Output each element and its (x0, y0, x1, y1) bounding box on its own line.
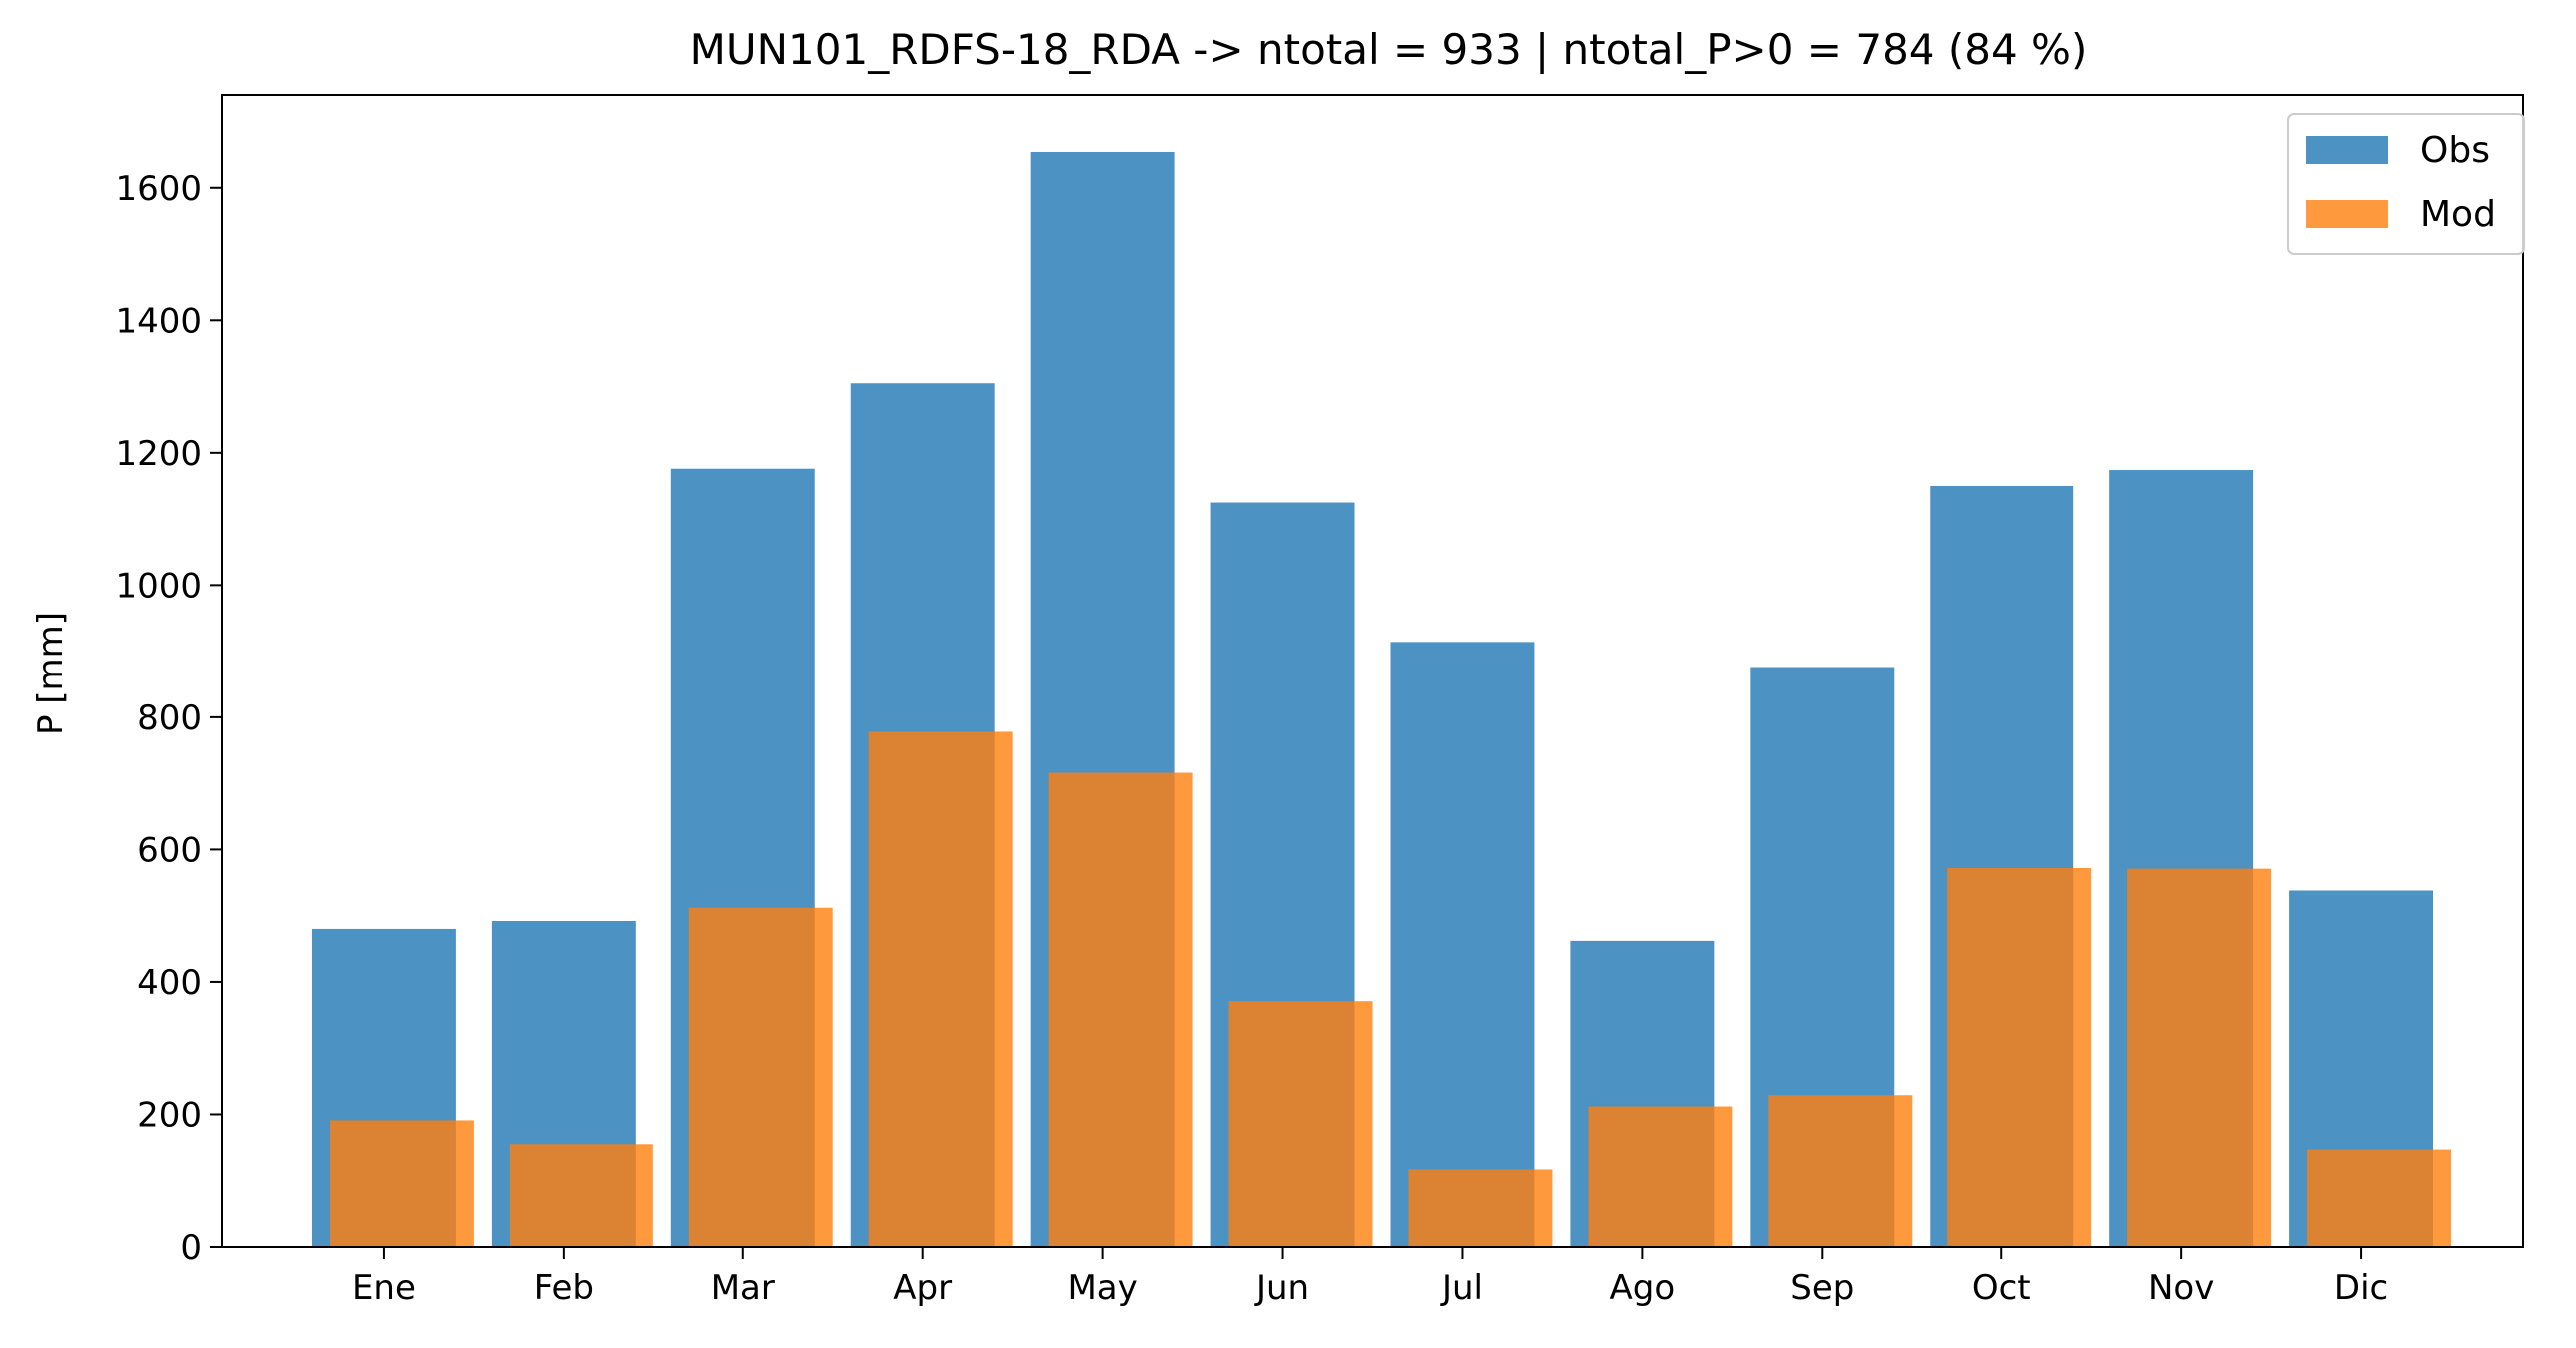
axes: 0 200 400 600 800 1000 1200 1400 1600 Ene Feb Mar Ap… (115, 94, 2524, 1308)
x-tick-label: Nov (2148, 1268, 2214, 1308)
y-axis-label: P [mm] (31, 612, 71, 735)
x-tick-label: Ene (352, 1268, 416, 1308)
bar-mod-feb (509, 1144, 653, 1247)
y-tick-label: 400 (137, 963, 202, 1003)
bar-mod-nov (2127, 868, 2272, 1247)
bar-obs-jul (1390, 642, 1535, 1247)
y-tick-label: 200 (137, 1095, 202, 1135)
series-mod (329, 731, 2452, 1247)
x-tick-label: May (1067, 1268, 1137, 1308)
y-tick-label: 0 (180, 1228, 202, 1268)
x-tick-label: Oct (1972, 1268, 2031, 1308)
y-tick-label: 1600 (115, 169, 202, 209)
legend-label-obs: Obs (2420, 130, 2490, 171)
legend-label-mod: Mod (2420, 194, 2496, 235)
x-tick-label: Jun (1254, 1268, 1309, 1308)
bar-mod-sep (1768, 1095, 1913, 1247)
chart-title: MUN101_RDFS-18_RDA -> ntotal = 933 | nto… (690, 25, 2088, 74)
x-tick-label: Sep (1790, 1268, 1854, 1308)
y-tick-label: 800 (137, 698, 202, 738)
y-tick-label: 600 (137, 830, 202, 870)
x-tick-label: Mar (711, 1268, 775, 1308)
axes-frame (221, 94, 2524, 1248)
y-tick-label: 1400 (115, 301, 202, 341)
bar-mod-apr (868, 731, 1013, 1247)
bar-mod-ago (1588, 1106, 1733, 1247)
x-tick-label: Ago (1610, 1268, 1676, 1308)
bar-mod-oct (1947, 867, 2092, 1247)
y-tick-label: 1200 (115, 434, 202, 474)
bar-mod-jun (1228, 1001, 1373, 1247)
plot-area (311, 151, 2452, 1248)
legend-swatch-mod (2306, 200, 2388, 228)
legend-swatch-obs (2306, 136, 2388, 164)
legend: Obs Mod (2287, 113, 2525, 255)
bar-mod-ene (329, 1120, 474, 1247)
bar-mod-mar (688, 907, 833, 1247)
x-tick-label: Apr (893, 1268, 952, 1308)
y-tick-label: 1000 (115, 566, 202, 606)
bar-mod-jul (1408, 1169, 1553, 1247)
x-tick-label: Jul (1440, 1268, 1483, 1308)
x-tick-label: Dic (2334, 1268, 2388, 1308)
bar-mod-dic (2307, 1149, 2452, 1247)
bar-mod-may (1048, 772, 1193, 1247)
x-tick-label: Feb (534, 1268, 594, 1308)
